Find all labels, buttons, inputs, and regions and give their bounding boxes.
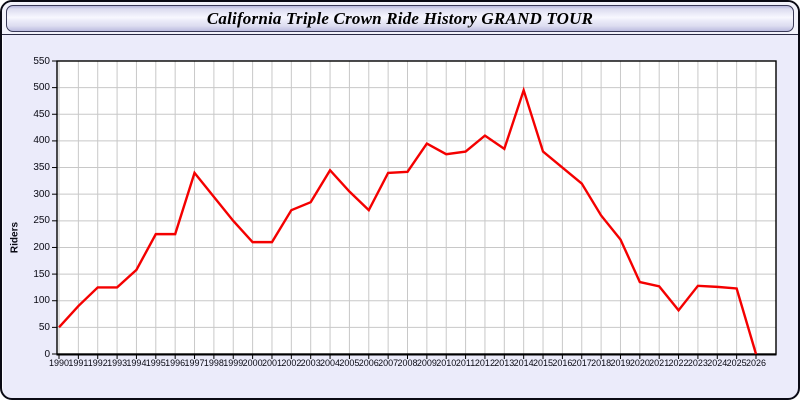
x-tick-label: 2024: [707, 358, 728, 368]
y-tick-label: 150: [33, 268, 50, 280]
x-tick-label: 2026: [745, 358, 767, 368]
x-tick-label: 2010: [436, 358, 457, 368]
x-tick-label: 2021: [649, 358, 670, 368]
y-tick-label: 100: [33, 295, 50, 307]
x-tick-label: 1996: [165, 358, 186, 368]
chart-region: Riders 1990 1991 1992 1993 1994 1995 1996 1997 1…: [2, 35, 798, 398]
x-tick-label: 2004: [320, 358, 341, 368]
page-title: California Triple Crown Ride History GRA…: [206, 8, 594, 28]
x-tick-label: 2002: [281, 358, 302, 368]
x-tick-label: 2005: [339, 358, 360, 368]
x-tick-label: 2001: [261, 358, 282, 368]
y-tick-label: 350: [33, 162, 50, 174]
x-tick-label: 2006: [358, 358, 379, 368]
x-tick-label: 1993: [107, 358, 128, 368]
ride-history-line-chart: [52, 60, 777, 359]
x-tick-label: 1994: [126, 358, 147, 368]
x-tick-label: 1991: [68, 358, 89, 368]
y-tick-label: 250: [33, 215, 50, 227]
x-tick-label: 2003: [300, 358, 321, 368]
y-tick-label: 200: [33, 241, 50, 253]
x-tick-label: 2007: [378, 358, 399, 368]
x-tick-label: 1992: [87, 358, 108, 368]
y-tick-label: 300: [33, 188, 50, 200]
x-tick-label: 2000: [242, 358, 263, 368]
x-tick-label: 1990: [48, 358, 70, 368]
y-tick-label: 550: [33, 55, 50, 67]
x-tick-label: 2017: [571, 358, 592, 368]
series-grand-tour-riders: [58, 86, 758, 355]
x-tick-label: 2015: [533, 358, 554, 368]
x-tick-label: 2012: [474, 358, 495, 368]
x-tick-label: 2019: [610, 358, 631, 368]
x-tick-label: 2023: [687, 358, 708, 368]
x-tick-label: 1998: [203, 358, 224, 368]
title-bar: California Triple Crown Ride History GRA…: [6, 5, 794, 32]
x-tick-label: 1999: [223, 358, 244, 368]
x-tick-label: 2025: [726, 358, 747, 368]
y-tick-label: 450: [33, 108, 50, 120]
y-tick-label: 50: [38, 321, 50, 333]
x-tick-label: 2022: [668, 358, 689, 368]
x-tick-label: 2011: [455, 358, 476, 368]
window-header: California Triple Crown Ride History GRA…: [2, 2, 798, 35]
x-tick-label: 2018: [591, 358, 612, 368]
x-tick-label: 2013: [494, 358, 515, 368]
x-tick-label: 2016: [552, 358, 573, 368]
x-tick-label: 2020: [629, 358, 650, 368]
x-tick-label: 1997: [184, 358, 205, 368]
x-tick-label: 2009: [416, 358, 437, 368]
y-tick-label: 0: [44, 348, 50, 360]
y-tick-label: 400: [33, 135, 50, 147]
x-tick-label: 2008: [397, 358, 418, 368]
x-tick-label: 1995: [145, 358, 166, 368]
y-tick-label: 500: [33, 82, 50, 94]
x-tick-label: 2014: [513, 358, 534, 368]
